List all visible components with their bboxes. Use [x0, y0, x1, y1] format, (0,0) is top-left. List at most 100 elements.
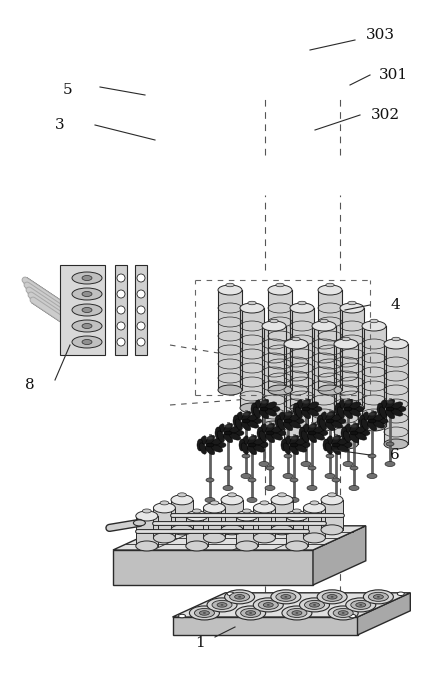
- Ellipse shape: [82, 308, 92, 312]
- Bar: [271, 500, 293, 530]
- Ellipse shape: [322, 593, 342, 601]
- Ellipse shape: [215, 427, 221, 439]
- Ellipse shape: [331, 435, 341, 445]
- Ellipse shape: [317, 590, 347, 604]
- Ellipse shape: [72, 288, 102, 300]
- Ellipse shape: [221, 495, 243, 505]
- Ellipse shape: [359, 604, 362, 606]
- Ellipse shape: [310, 406, 322, 412]
- Ellipse shape: [253, 598, 283, 612]
- Ellipse shape: [374, 414, 385, 421]
- Ellipse shape: [289, 414, 301, 421]
- Ellipse shape: [285, 596, 288, 597]
- Ellipse shape: [211, 445, 223, 452]
- Ellipse shape: [292, 337, 300, 340]
- Ellipse shape: [171, 525, 193, 535]
- Ellipse shape: [321, 525, 343, 535]
- Bar: [321, 500, 343, 530]
- Ellipse shape: [308, 402, 319, 409]
- Ellipse shape: [236, 541, 258, 551]
- Ellipse shape: [248, 478, 256, 482]
- Ellipse shape: [205, 445, 215, 455]
- Ellipse shape: [301, 399, 311, 409]
- Ellipse shape: [313, 604, 316, 606]
- Bar: [384, 344, 408, 444]
- Ellipse shape: [392, 337, 400, 340]
- Ellipse shape: [328, 493, 337, 497]
- Ellipse shape: [333, 436, 339, 440]
- Ellipse shape: [230, 593, 250, 601]
- Ellipse shape: [362, 321, 386, 331]
- Ellipse shape: [214, 442, 226, 448]
- Ellipse shape: [284, 339, 308, 349]
- Ellipse shape: [82, 275, 92, 280]
- Ellipse shape: [217, 603, 227, 607]
- Ellipse shape: [236, 511, 258, 521]
- Ellipse shape: [367, 411, 377, 421]
- Ellipse shape: [210, 501, 219, 505]
- Ellipse shape: [281, 439, 287, 451]
- Ellipse shape: [334, 418, 346, 424]
- Ellipse shape: [295, 612, 299, 614]
- Ellipse shape: [225, 590, 255, 604]
- Ellipse shape: [367, 421, 377, 431]
- Ellipse shape: [316, 430, 328, 436]
- Ellipse shape: [271, 426, 283, 433]
- Ellipse shape: [275, 415, 281, 427]
- Ellipse shape: [260, 501, 269, 505]
- Ellipse shape: [342, 612, 345, 614]
- Polygon shape: [173, 617, 357, 635]
- Ellipse shape: [301, 409, 311, 419]
- Ellipse shape: [249, 612, 252, 614]
- Ellipse shape: [286, 541, 308, 551]
- Ellipse shape: [340, 403, 364, 413]
- Ellipse shape: [253, 445, 265, 452]
- Ellipse shape: [334, 439, 358, 449]
- Ellipse shape: [262, 421, 286, 431]
- Ellipse shape: [230, 433, 241, 440]
- Ellipse shape: [199, 436, 207, 447]
- Ellipse shape: [190, 606, 219, 620]
- Ellipse shape: [331, 414, 343, 421]
- Ellipse shape: [337, 438, 349, 445]
- Ellipse shape: [289, 421, 301, 428]
- Ellipse shape: [317, 415, 323, 427]
- Ellipse shape: [265, 402, 277, 409]
- Ellipse shape: [285, 412, 291, 416]
- Ellipse shape: [361, 412, 368, 423]
- Ellipse shape: [205, 435, 215, 445]
- Bar: [362, 326, 386, 426]
- Ellipse shape: [331, 497, 341, 503]
- Ellipse shape: [203, 503, 225, 513]
- Ellipse shape: [253, 400, 261, 411]
- Ellipse shape: [373, 595, 383, 599]
- Ellipse shape: [276, 284, 284, 287]
- Ellipse shape: [314, 433, 325, 440]
- Ellipse shape: [82, 340, 92, 345]
- Ellipse shape: [186, 541, 208, 551]
- Polygon shape: [173, 593, 410, 617]
- Ellipse shape: [318, 285, 342, 295]
- Ellipse shape: [218, 385, 242, 395]
- Ellipse shape: [370, 319, 378, 323]
- Ellipse shape: [270, 319, 278, 323]
- Polygon shape: [357, 593, 410, 635]
- Text: 4: 4: [390, 298, 400, 312]
- Ellipse shape: [186, 511, 208, 521]
- Ellipse shape: [284, 419, 292, 423]
- Bar: [136, 516, 158, 546]
- Ellipse shape: [307, 433, 317, 443]
- Ellipse shape: [278, 493, 286, 497]
- Ellipse shape: [344, 442, 352, 446]
- Ellipse shape: [298, 442, 310, 448]
- Ellipse shape: [333, 608, 353, 617]
- Ellipse shape: [301, 431, 308, 443]
- Ellipse shape: [385, 409, 395, 419]
- Ellipse shape: [248, 414, 259, 421]
- Ellipse shape: [368, 454, 376, 458]
- Ellipse shape: [235, 419, 242, 430]
- Ellipse shape: [312, 321, 336, 331]
- Ellipse shape: [224, 431, 232, 435]
- Ellipse shape: [241, 473, 251, 479]
- Ellipse shape: [323, 439, 329, 451]
